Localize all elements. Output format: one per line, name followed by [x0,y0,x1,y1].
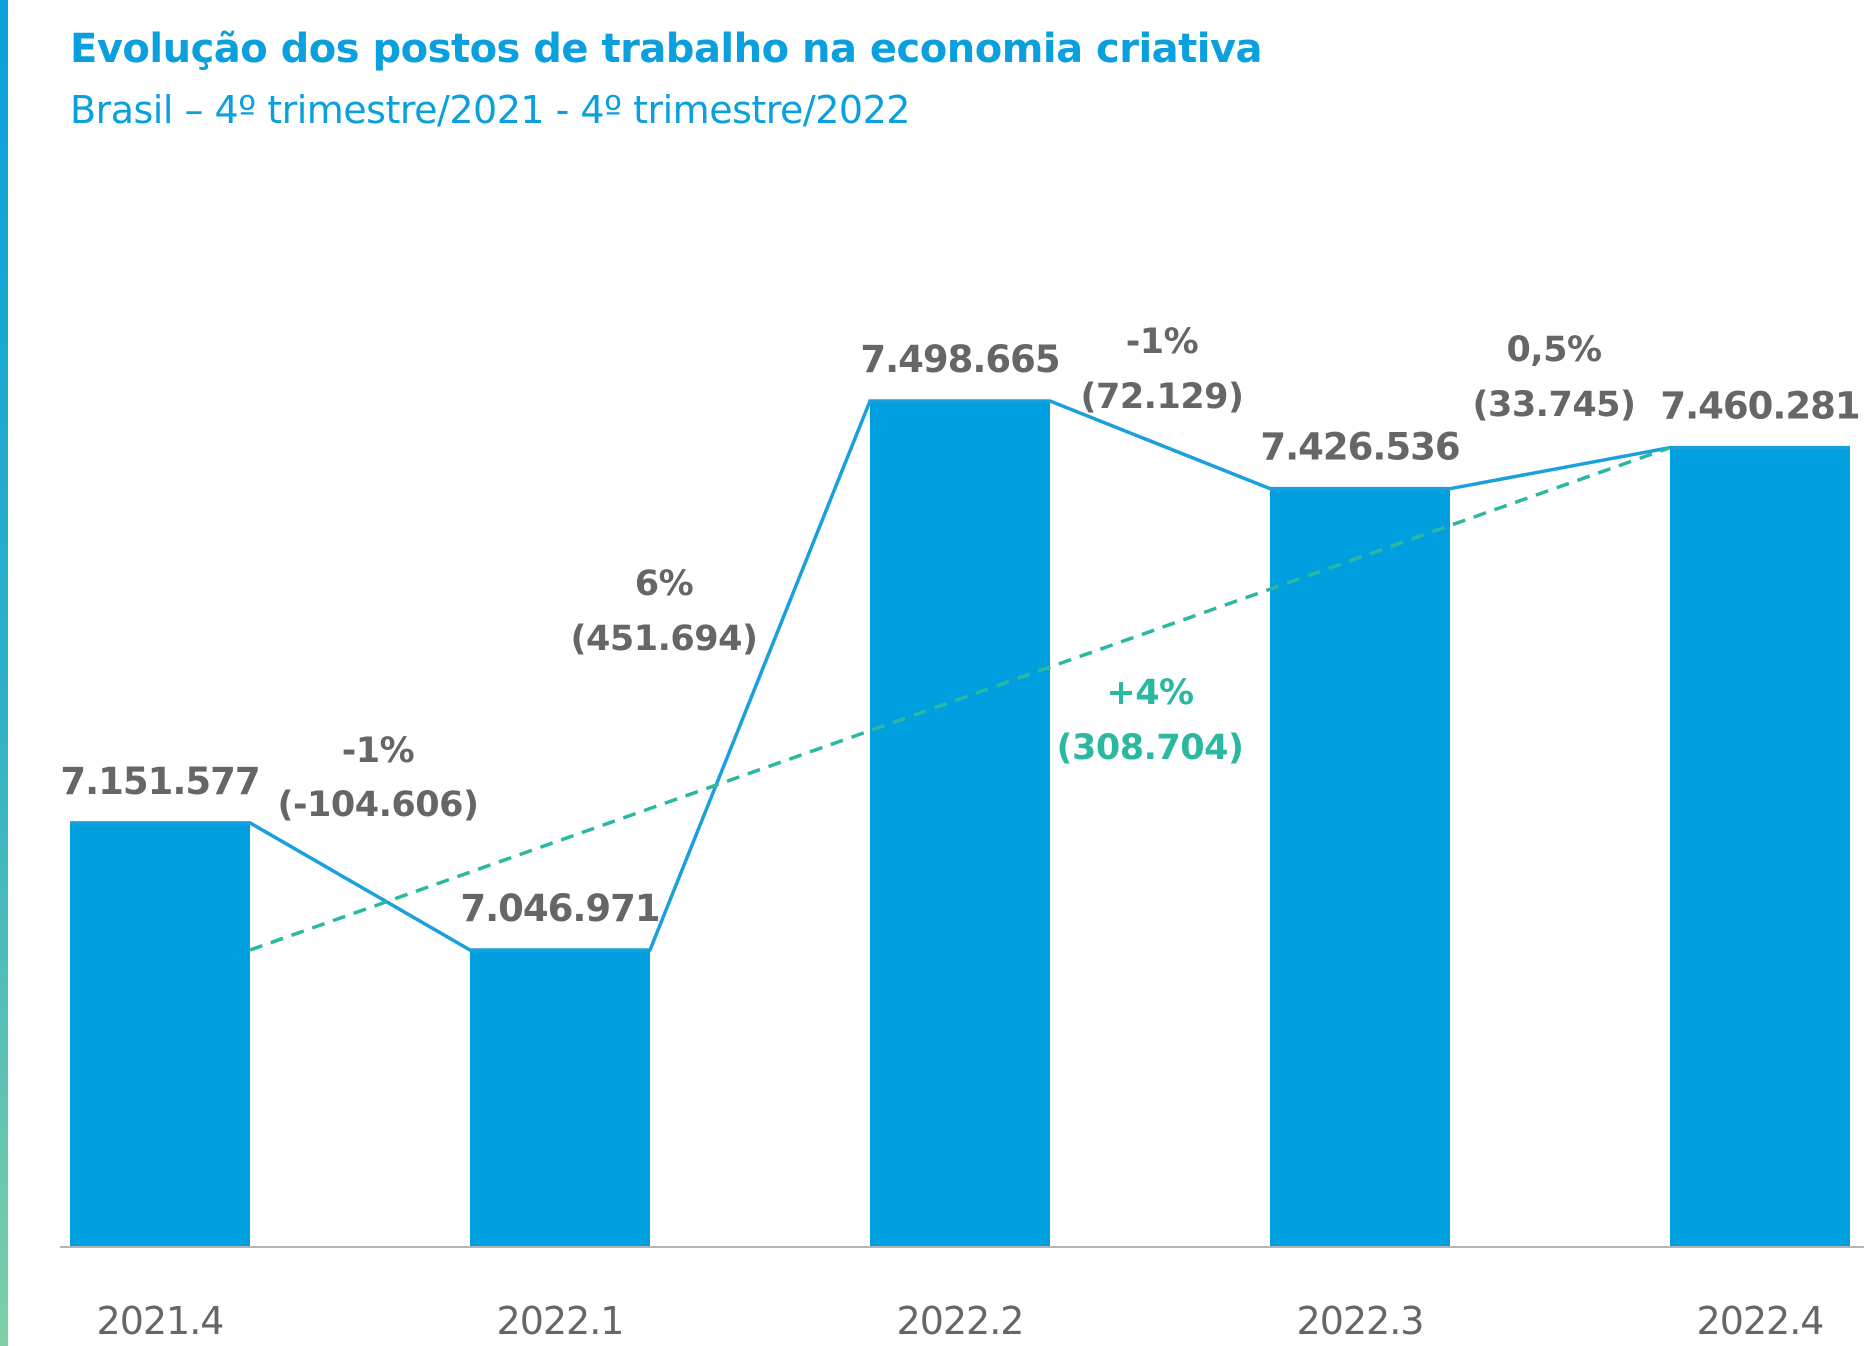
bar-2022.4 [1670,447,1850,1248]
bar-2022.2 [870,401,1050,1247]
x-tick-label: 2022.2 [897,1299,1024,1343]
change-percent-label: -1% [1126,322,1198,362]
bar-2022.1 [470,950,650,1247]
value-label: 7.151.577 [60,760,259,803]
bar-2022.3 [1270,488,1450,1247]
total-change-absolute-label: (308.704) [1057,728,1244,768]
accent-bar [0,0,8,1346]
change-absolute-label: (33.745) [1472,385,1635,425]
change-absolute-label: (-104.606) [278,785,479,825]
bars-layer [70,401,1850,1248]
x-tick-label: 2022.1 [497,1299,624,1343]
x-tick-label: 2021.4 [97,1299,224,1343]
total-change-percent-label: +4% [1106,673,1193,713]
change-absolute-label: (451.694) [571,619,758,659]
trend-line [249,446,1671,952]
change-percent-label: 6% [635,564,693,604]
labels-layer: 7.151.577 2021.4 7.046.971 2022.1 7.498.665 2… [60,322,1860,1343]
value-label: 7.498.665 [860,338,1059,381]
chart-title: Evolução dos postos de trabalho na econo… [70,26,1263,72]
change-percent-label: -1% [342,731,414,771]
x-tick-label: 2022.3 [1297,1299,1424,1343]
lines-layer [70,399,1850,952]
change-percent-label: 0,5% [1506,330,1601,370]
value-label: 7.046.971 [460,887,659,930]
value-label: 7.426.536 [1260,426,1459,469]
chart-subtitle: Brasil – 4º trimestre/2021 - 4º trimestr… [70,88,910,132]
value-label: 7.460.281 [1660,385,1859,428]
change-absolute-label: (72.129) [1080,377,1243,417]
x-tick-label: 2022.4 [1697,1299,1824,1343]
bar-2021.4 [70,822,250,1247]
connector-line [70,399,1850,952]
